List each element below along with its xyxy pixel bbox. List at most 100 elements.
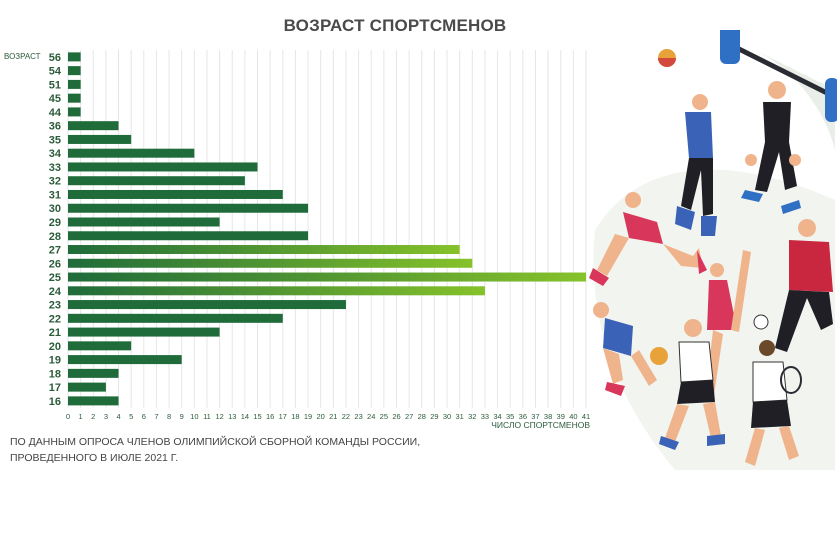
age-label-29: 29 (49, 217, 61, 229)
x-tick-40: 40 (569, 412, 577, 421)
sprinter-icon (593, 302, 657, 396)
age-label-54: 54 (49, 66, 62, 78)
x-tick-34: 34 (493, 412, 501, 421)
x-tick-25: 25 (380, 412, 388, 421)
age-label-18: 18 (49, 368, 61, 380)
age-label-44: 44 (49, 107, 62, 119)
x-tick-41: 41 (582, 412, 590, 421)
grid (67, 50, 587, 408)
age-label-56: 56 (49, 52, 61, 64)
x-tick-4: 4 (116, 412, 120, 421)
x-tick-19: 19 (304, 412, 312, 421)
age-label-26: 26 (49, 258, 61, 270)
x-tick-38: 38 (544, 412, 552, 421)
bar-age-31 (68, 189, 283, 199)
x-tick-15: 15 (253, 412, 261, 421)
x-tick-18: 18 (291, 412, 299, 421)
age-label-27: 27 (49, 245, 61, 257)
age-label-19: 19 (49, 355, 61, 367)
age-label-34: 34 (49, 148, 62, 160)
x-tick-11: 11 (203, 412, 211, 421)
bar-age-18 (68, 368, 119, 378)
x-tick-5: 5 (129, 412, 133, 421)
source-note-line-1: ПО ДАННЫМ ОПРОСА ЧЛЕНОВ ОЛИМПИЙСКОЙ СБОР… (10, 436, 421, 448)
x-tick-32: 32 (468, 412, 476, 421)
x-tick-6: 6 (142, 412, 146, 421)
bar-age-36 (68, 121, 119, 131)
weightlifter-icon (720, 30, 837, 214)
x-tick-27: 27 (405, 412, 413, 421)
bar-age-25 (68, 272, 586, 282)
x-tick-23: 23 (354, 412, 362, 421)
age-label-28: 28 (49, 231, 61, 243)
x-tick-16: 16 (266, 412, 274, 421)
age-label-32: 32 (49, 176, 61, 188)
x-tick-2: 2 (91, 412, 95, 421)
x-axis-label: ЧИСЛО СПОРТСМЕНОВ (491, 420, 590, 430)
x-tick-17: 17 (279, 412, 287, 421)
x-tick-7: 7 (154, 412, 158, 421)
bar-age-56 (68, 52, 81, 62)
volleyball-player-icon (658, 49, 717, 236)
bar-age-34 (68, 148, 195, 158)
bar-chart: 5654514544363534333231302928272625242322… (4, 50, 590, 430)
bar-age-51 (68, 79, 81, 89)
age-labels: 5654514544363534333231302928272625242322… (49, 52, 62, 408)
bar-age-23 (68, 300, 346, 310)
age-label-21: 21 (49, 327, 61, 339)
x-tick-29: 29 (430, 412, 438, 421)
bar-age-26 (68, 258, 473, 268)
x-tick-12: 12 (215, 412, 223, 421)
bar-age-33 (68, 162, 258, 172)
bar-age-27 (68, 245, 460, 255)
ball-icon (650, 347, 668, 365)
bar-age-21 (68, 327, 220, 337)
age-label-23: 23 (49, 300, 61, 312)
bar-age-28 (68, 231, 309, 241)
bar-age-19 (68, 355, 182, 365)
age-label-45: 45 (49, 93, 61, 105)
bar-age-35 (68, 134, 132, 144)
athletes-illustration (589, 30, 837, 470)
x-tick-20: 20 (317, 412, 325, 421)
age-label-22: 22 (49, 313, 61, 325)
bar-age-22 (68, 313, 283, 323)
age-label-20: 20 (49, 341, 61, 353)
x-tick-30: 30 (443, 412, 451, 421)
soccer-ball-icon (753, 314, 769, 330)
athlete-red-icon (775, 219, 833, 352)
source-note-line-2: ПРОВЕДЕННОГО В ИЮЛЕ 2021 Г. (10, 452, 179, 464)
bar-age-20 (68, 341, 132, 351)
chart-title: ВОЗРАСТ СПОРТСМЕНОВ (283, 16, 507, 35)
x-tick-13: 13 (228, 412, 236, 421)
bar-age-17 (68, 382, 106, 392)
age-label-24: 24 (49, 286, 62, 298)
bar-age-45 (68, 93, 81, 103)
x-tick-36: 36 (519, 412, 527, 421)
athlete-white-icon (659, 319, 725, 450)
x-tick-10: 10 (190, 412, 198, 421)
x-tick-0: 0 (66, 412, 70, 421)
x-tick-37: 37 (531, 412, 539, 421)
age-label-51: 51 (49, 79, 61, 91)
x-tick-31: 31 (455, 412, 463, 421)
x-tick-8: 8 (167, 412, 171, 421)
bar-age-29 (68, 217, 220, 227)
bar-age-30 (68, 203, 309, 213)
x-tick-3: 3 (104, 412, 108, 421)
bar-age-32 (68, 176, 245, 186)
source-note: ПО ДАННЫМ ОПРОСА ЧЛЕНОВ ОЛИМПИЙСКОЙ СБОР… (10, 434, 430, 466)
x-tick-26: 26 (392, 412, 400, 421)
age-label-31: 31 (49, 189, 61, 201)
y-axis-label: ВОЗРАСТ (4, 52, 41, 61)
age-label-35: 35 (49, 134, 61, 146)
tennis-player-icon (745, 340, 802, 466)
age-label-36: 36 (49, 121, 61, 133)
x-tick-14: 14 (241, 412, 249, 421)
age-label-30: 30 (49, 203, 61, 215)
runner-icon (589, 192, 707, 286)
bar-age-54 (68, 66, 81, 76)
x-tick-9: 9 (180, 412, 184, 421)
x-tick-21: 21 (329, 412, 337, 421)
x-tick-39: 39 (557, 412, 565, 421)
